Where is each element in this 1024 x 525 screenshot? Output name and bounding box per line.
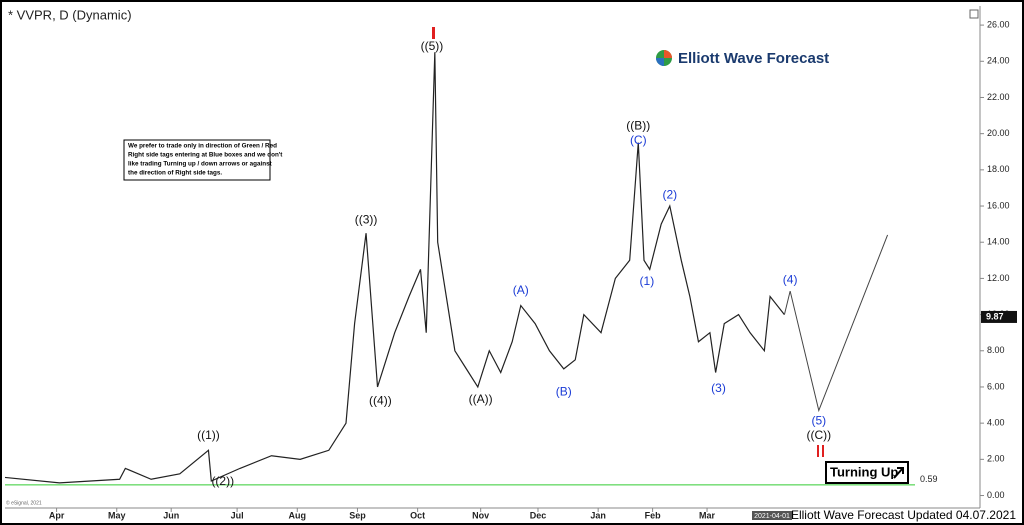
wave-label: ((1))	[197, 428, 220, 442]
y-tick-label: 4.00	[987, 418, 1005, 428]
wave-label: (5)	[811, 414, 826, 428]
wave-label: ((5))	[421, 39, 444, 53]
price-line	[4, 52, 785, 484]
brand: Elliott Wave Forecast	[678, 50, 829, 67]
wave-label: (B)	[556, 385, 572, 399]
x-tick-label: Nov	[472, 510, 489, 520]
x-tick-label: Aug	[289, 510, 307, 520]
badge-box	[825, 461, 909, 484]
y-tick-label: 2.00	[987, 454, 1005, 464]
y-tick-label: 22.00	[987, 92, 1010, 102]
y-tick-label: 18.00	[987, 164, 1010, 174]
settings-icon	[969, 9, 979, 19]
wave-label: ((3))	[355, 213, 378, 227]
wave-label: (2)	[662, 187, 677, 201]
date-box	[752, 511, 792, 520]
y-tick-label: 0.00	[987, 490, 1005, 500]
x-tick-label: Jun	[163, 510, 179, 520]
wave-label: (4)	[783, 272, 798, 286]
wave-label: ((4))	[369, 394, 392, 408]
x-tick-label: Feb	[645, 510, 662, 520]
wave-label: ((B))	[626, 119, 650, 133]
wave-label: (C)	[630, 133, 647, 147]
logo: Elliott Wave Forecast	[656, 50, 829, 67]
x-tick-label: Jul	[231, 510, 244, 520]
x-tick-label: Jan	[590, 510, 606, 520]
red-marker	[817, 445, 819, 457]
support-label: 0.59	[920, 474, 938, 484]
x-tick-label: Apr	[49, 510, 65, 520]
wave-label: (1)	[640, 274, 655, 288]
y-tick-label: 12.00	[987, 273, 1010, 283]
red-marker	[432, 27, 435, 39]
notice-line: Right side tags entering at Blue boxes a…	[128, 152, 283, 159]
notice-line: the direction of Right side tags.	[128, 170, 222, 177]
x-tick-label: Mar	[699, 510, 716, 520]
y-tick-label: 20.00	[987, 128, 1010, 138]
notice-line: We prefer to trade only in direction of …	[128, 143, 277, 150]
last-price-box	[981, 310, 1017, 323]
y-tick-label: 24.00	[987, 56, 1010, 66]
last-price-label: 9.87	[986, 311, 1004, 321]
y-tick-label: 14.00	[987, 237, 1010, 247]
wave-label: ((2))	[211, 474, 234, 488]
notice-line: like trading Turning up / down arrows or…	[128, 161, 273, 168]
x-tick-label: May	[108, 510, 126, 520]
x-tick-label: Sep	[349, 510, 366, 520]
copyright: © eSignal, 2021	[6, 499, 42, 506]
footer: Elliott Wave Forecast Updated 04.07.2021	[791, 508, 1016, 522]
chart-title: * VVPR, D (Dynamic)	[8, 7, 132, 22]
wave-label: (3)	[711, 381, 726, 395]
projection-line	[783, 234, 889, 413]
arrow-icon	[893, 467, 904, 479]
x-tick-label: Oct	[410, 510, 425, 520]
y-tick-label: 16.00	[987, 200, 1010, 210]
y-tick-label: 26.00	[987, 19, 1010, 29]
y-tick-label: 8.00	[987, 345, 1005, 355]
red-marker	[822, 445, 824, 457]
notice: We prefer to trade only in direction of …	[128, 143, 283, 177]
wave-label: ((A))	[469, 392, 493, 406]
badge: Turning Up	[830, 464, 898, 479]
wave-label: ((C))	[806, 428, 831, 442]
notice-box	[123, 139, 271, 181]
x-tick-label: Dec	[530, 510, 547, 520]
y-tick-label: 6.00	[987, 381, 1005, 391]
date-label: 2021-04-01	[754, 513, 790, 520]
wave-label: (A)	[513, 283, 529, 297]
